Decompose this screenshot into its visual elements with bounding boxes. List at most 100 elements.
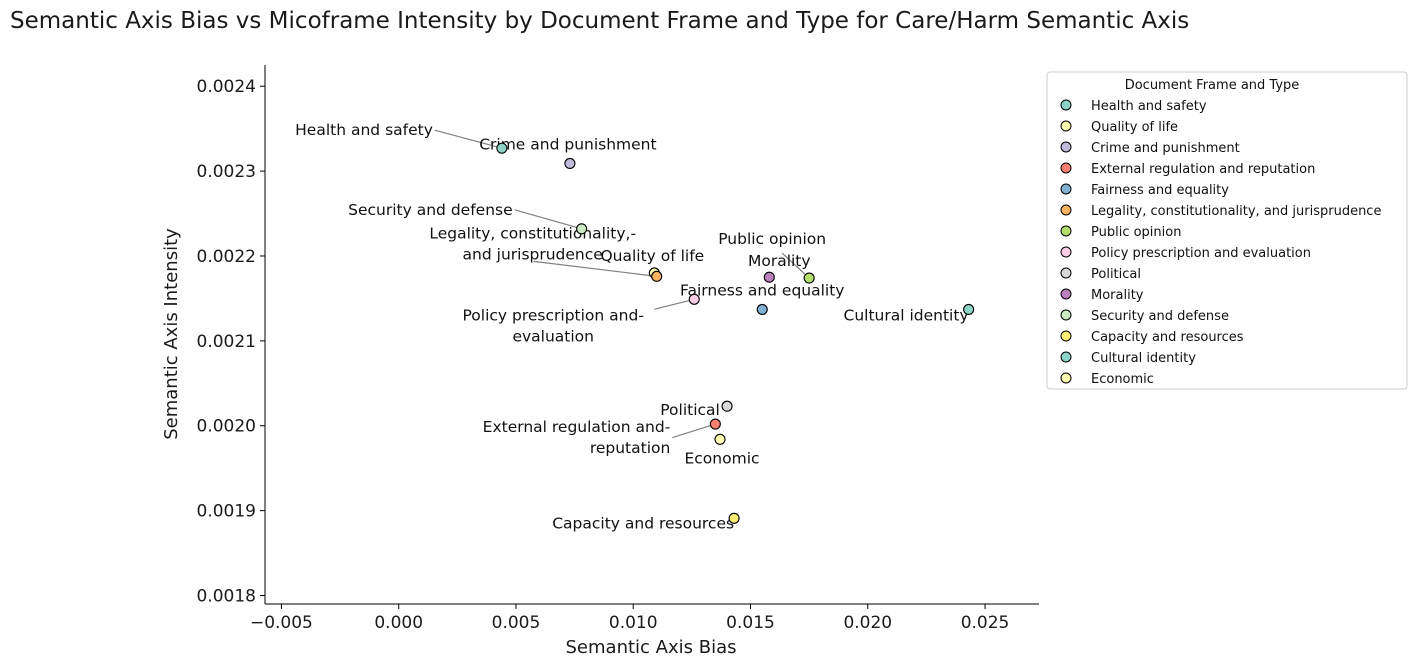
point-label-line: Security and defense <box>348 201 512 219</box>
y-tick-label: 0.0020 <box>197 417 256 437</box>
point-label-line: Crime and punishment <box>479 135 656 153</box>
x-tick-label: 0.015 <box>726 613 775 633</box>
scatter-point <box>763 271 775 283</box>
scatter-point <box>576 223 588 235</box>
point-label: External regulation and-reputation <box>483 418 671 457</box>
leader-line <box>781 252 810 279</box>
legend-entry-label: External regulation and reputation <box>1091 162 1315 177</box>
point-label-line: reputation <box>590 439 671 457</box>
point-labels: Health and safety Quality of life Crime an… <box>295 121 968 532</box>
point-label-line: evaluation <box>512 327 594 345</box>
x-tick-label: 0.025 <box>961 613 1010 633</box>
scatter-point <box>714 433 726 445</box>
y-axis-label: Semantic Axis Intensity <box>161 228 182 440</box>
scatter-point <box>963 303 975 316</box>
scatter-point <box>496 142 508 154</box>
scatter-point <box>688 293 700 305</box>
y-tick-label: 0.0024 <box>197 77 256 97</box>
legend-entry-label: Capacity and resources <box>1091 330 1244 345</box>
point-label: Crime and punishment <box>479 135 656 153</box>
point-label-line: Legality, constitutionality,- <box>429 224 636 242</box>
point-label-line: Quality of life <box>600 247 704 265</box>
legend-entry-label: Policy prescription and evaluation <box>1091 246 1311 261</box>
x-tick-label: 0.005 <box>492 613 541 633</box>
legend-marker <box>1060 246 1072 258</box>
leader-line <box>434 129 503 149</box>
point-label: Fairness and equality <box>680 281 844 299</box>
legend-marker <box>1060 225 1072 237</box>
leader-line <box>533 260 657 277</box>
legend-marker <box>1060 372 1072 384</box>
point-label: Health and safety <box>295 121 433 139</box>
point-label-line: Morality <box>748 252 811 270</box>
point-label-line: Capacity and resources <box>552 514 734 532</box>
x-tick-label: −0.005 <box>250 613 313 633</box>
point-markers <box>496 142 975 524</box>
legend-entry-label: Cultural identity <box>1091 351 1196 366</box>
point-label: Morality <box>748 252 811 270</box>
legend-entry-label: Legality, constitutionality, and jurispr… <box>1091 204 1381 219</box>
point-label-line: Policy prescription and- <box>463 306 644 324</box>
legend-entry-label: Health and safety <box>1091 99 1207 114</box>
point-label-line: Cultural identity <box>844 306 969 324</box>
legend-marker <box>1060 141 1072 153</box>
point-label: Capacity and resources <box>552 514 734 532</box>
leader-line <box>672 423 716 439</box>
legend-entry-label: Crime and punishment <box>1091 141 1240 156</box>
legend-marker <box>1060 162 1072 174</box>
legend-marker <box>1060 120 1072 132</box>
legend-marker <box>1060 330 1072 342</box>
legend-title: Document Frame and Type <box>1125 78 1300 93</box>
legend-entry-label: Morality <box>1091 288 1144 303</box>
legend-entry-label: Security and defense <box>1091 309 1229 324</box>
y-tick-label: 0.0018 <box>197 587 256 607</box>
legend-marker <box>1060 288 1072 300</box>
x-axis-label: Semantic Axis Bias <box>566 637 737 658</box>
point-label-line: Health and safety <box>295 121 433 139</box>
x-tick-label: 0.020 <box>843 613 892 633</box>
legend-entry-label: Political <box>1091 267 1141 282</box>
chart-title: Semantic Axis Bias vs Micoframe Intensit… <box>10 8 1189 34</box>
legend-entry-label: Quality of life <box>1091 120 1178 135</box>
point-label-line: and jurisprudence <box>463 245 603 263</box>
leader-line <box>514 209 582 230</box>
scatter-point <box>721 400 733 412</box>
legend-marker <box>1060 351 1072 363</box>
point-label: Economic <box>684 449 759 467</box>
legend-entry-label: Economic <box>1091 372 1154 387</box>
scatter-point <box>803 272 815 284</box>
scatter-point <box>756 303 768 316</box>
leader-line <box>654 298 695 310</box>
point-label-line: External regulation and- <box>483 418 671 436</box>
y-tick-label: 0.0019 <box>197 502 256 522</box>
scatter-point <box>651 270 663 282</box>
x-tick-label: 0.000 <box>374 613 423 633</box>
legend-frame <box>1046 71 1408 390</box>
point-label-line: Economic <box>684 449 759 467</box>
x-tick-label: 0.010 <box>609 613 658 633</box>
point-label: Security and defense <box>348 201 512 219</box>
legend-entry-label: Fairness and equality <box>1091 183 1229 198</box>
legend-marker <box>1060 267 1072 279</box>
y-tick-label: 0.0021 <box>197 332 256 352</box>
point-label: Cultural identity <box>844 306 969 324</box>
point-label: Public opinion <box>718 230 826 248</box>
scatter-point <box>709 418 721 430</box>
y-tick-label: 0.0023 <box>197 162 256 182</box>
point-label: Political <box>660 401 720 419</box>
point-label: Quality of life <box>600 247 704 265</box>
y-tick-label: 0.0022 <box>197 247 256 267</box>
scatter-point <box>728 512 740 524</box>
legend-marker <box>1060 204 1072 216</box>
point-label-line: Fairness and equality <box>680 281 844 299</box>
legend: Document Frame and Type Health and safet… <box>1046 71 1408 390</box>
leader-lines <box>434 129 810 439</box>
point-label-line: Political <box>660 401 720 419</box>
legend-entry-label: Public opinion <box>1091 225 1181 240</box>
point-label-line: Public opinion <box>718 230 826 248</box>
point-label: Policy prescription and-evaluation <box>463 306 644 345</box>
legend-marker <box>1060 309 1072 321</box>
legend-marker <box>1060 99 1072 111</box>
scatter-point <box>564 157 576 170</box>
